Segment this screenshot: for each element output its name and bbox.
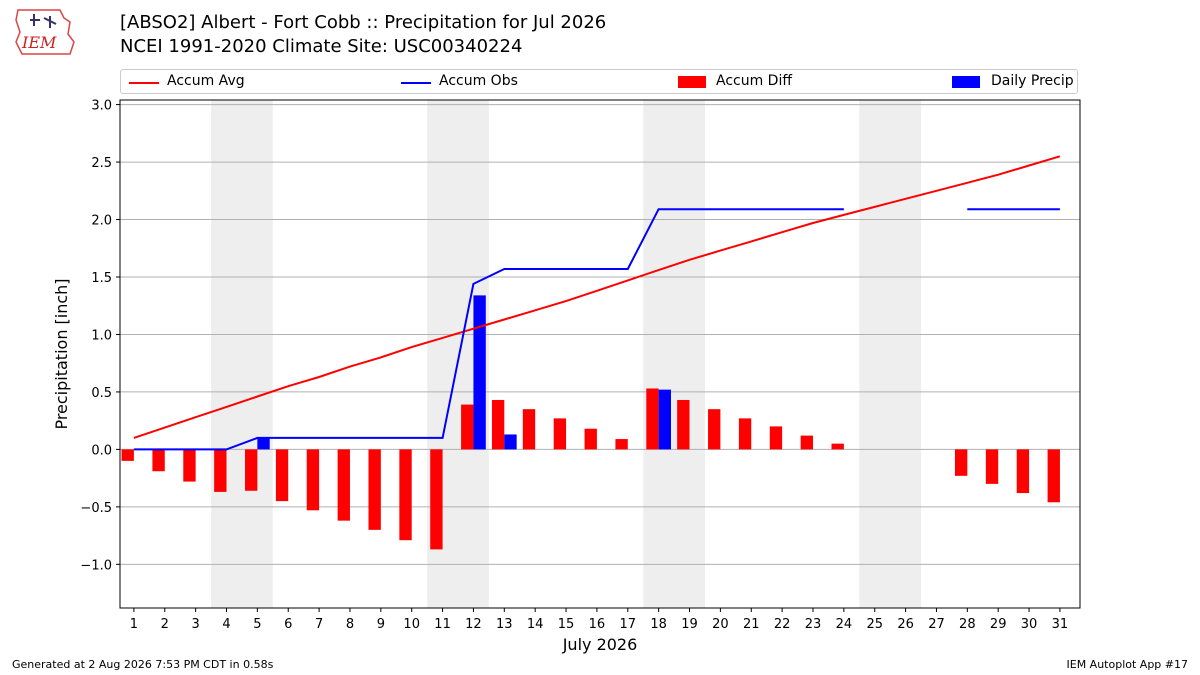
x-tick-label: 22 — [774, 617, 791, 632]
x-tick-label: 17 — [620, 617, 637, 632]
x-tick-label: 18 — [650, 617, 667, 632]
x-tick-label: 9 — [377, 617, 385, 632]
bar-accum-diff — [954, 449, 968, 476]
bar-accum-diff — [368, 449, 381, 530]
y-tick-label: 1.5 — [91, 271, 112, 286]
bar-daily-precip — [473, 295, 486, 450]
chart-subtitle: NCEI 1991-2020 Climate Site: USC00340224 — [120, 36, 523, 57]
x-tick-label: 15 — [558, 617, 575, 632]
x-tick-label: 27 — [928, 617, 945, 632]
x-tick-label: 26 — [897, 617, 914, 632]
y-tick-label: 3.0 — [91, 99, 112, 114]
y-tick-label: 1.0 — [91, 328, 112, 343]
bar-accum-diff — [399, 449, 412, 541]
bar-daily-precip — [658, 389, 671, 450]
x-tick-label: 24 — [836, 617, 853, 632]
bar-accum-diff — [985, 449, 999, 484]
x-axis-label: July 2026 — [562, 635, 638, 654]
bar-accum-diff — [800, 435, 813, 450]
x-tick-label: 5 — [253, 617, 261, 632]
y-tick-label: 2.0 — [91, 214, 112, 229]
weekend-band — [211, 100, 273, 608]
bar-accum-diff — [615, 439, 628, 450]
x-tick-label: 29 — [990, 617, 1007, 632]
legend: Accum Avg Accum Obs Accum Diff Daily Pre… — [120, 69, 1078, 94]
bar-accum-diff — [245, 449, 258, 491]
y-tick-label: −1.0 — [80, 558, 112, 573]
bar-accum-diff — [491, 399, 505, 450]
x-tick-label: 13 — [496, 617, 513, 632]
x-tick-label: 21 — [743, 617, 760, 632]
weekend-band — [859, 100, 922, 608]
weekend-band — [427, 100, 489, 608]
bar-accum-diff — [121, 449, 134, 461]
legend-swatch-daily-precip — [952, 76, 980, 88]
legend-swatch-accum-obs — [401, 82, 431, 84]
x-tick-label: 8 — [346, 617, 354, 632]
x-tick-label: 11 — [434, 617, 451, 632]
x-tick-label: 1 — [130, 617, 138, 632]
bar-accum-diff — [1047, 449, 1060, 503]
y-tick-label: 0.5 — [91, 386, 112, 401]
bar-accum-diff — [769, 426, 783, 450]
bar-accum-diff — [306, 449, 320, 511]
logo-text: IEM — [21, 33, 57, 52]
legend-label-accum-diff: Accum Diff — [716, 73, 793, 89]
y-tick-label: −0.5 — [80, 501, 112, 516]
bar-accum-diff — [183, 449, 196, 482]
bar-accum-diff — [1016, 449, 1030, 494]
y-axis-label: Precipitation [inch] — [52, 278, 71, 429]
x-tick-label: 12 — [465, 617, 482, 632]
x-tick-label: 4 — [222, 617, 230, 632]
x-tick-label: 28 — [959, 617, 976, 632]
bar-daily-precip — [257, 437, 270, 450]
footer-app-id: IEM Autoplot App #17 — [1066, 658, 1189, 671]
bar-accum-diff — [430, 449, 443, 550]
bar-daily-precip — [504, 434, 517, 450]
y-tick-label: 0.0 — [91, 443, 112, 458]
bar-accum-diff — [461, 404, 474, 450]
bar-accum-diff — [214, 449, 227, 492]
bar-accum-diff — [584, 428, 597, 450]
x-tick-label: 23 — [805, 617, 822, 632]
chart-title: [ABSO2] Albert - Fort Cobb :: Precipitat… — [120, 12, 607, 33]
bar-accum-diff — [677, 399, 690, 450]
bar-accum-diff — [522, 409, 536, 450]
x-tick-label: 14 — [527, 617, 544, 632]
line-accum-obs — [133, 208, 1060, 451]
x-tick-label: 10 — [403, 617, 420, 632]
bar-accum-diff — [738, 418, 752, 450]
x-tick-label: 30 — [1021, 617, 1038, 632]
y-tick-label: 2.5 — [91, 156, 112, 171]
weekend-band — [643, 100, 705, 608]
line-accum-avg — [133, 155, 1061, 439]
bar-accum-diff — [152, 449, 165, 472]
x-tick-label: 31 — [1052, 617, 1069, 632]
x-tick-label: 25 — [866, 617, 883, 632]
x-tick-label: 6 — [284, 617, 292, 632]
legend-label-accum-avg: Accum Avg — [167, 73, 245, 89]
bar-accum-diff — [275, 449, 289, 502]
legend-swatch-accum-diff — [678, 76, 706, 88]
x-tick-label: 16 — [589, 617, 606, 632]
x-tick-label: 7 — [315, 617, 323, 632]
iem-logo: IEM — [15, 9, 75, 55]
legend-swatch-accum-avg — [129, 82, 159, 84]
bar-accum-diff — [553, 418, 567, 450]
x-tick-label: 20 — [712, 617, 729, 632]
legend-label-accum-obs: Accum Obs — [439, 73, 518, 89]
x-tick-label: 19 — [681, 617, 698, 632]
bar-accum-diff — [708, 409, 721, 450]
x-tick-label: 3 — [191, 617, 199, 632]
footer-generated: Generated at 2 Aug 2026 7:53 PM CDT in 0… — [12, 658, 274, 671]
plot-frame — [119, 99, 1081, 609]
bar-accum-diff — [831, 443, 844, 450]
bar-accum-diff — [646, 388, 659, 450]
bar-accum-diff — [337, 449, 350, 521]
legend-label-daily-precip: Daily Precip — [991, 73, 1074, 89]
x-tick-label: 2 — [161, 617, 169, 632]
